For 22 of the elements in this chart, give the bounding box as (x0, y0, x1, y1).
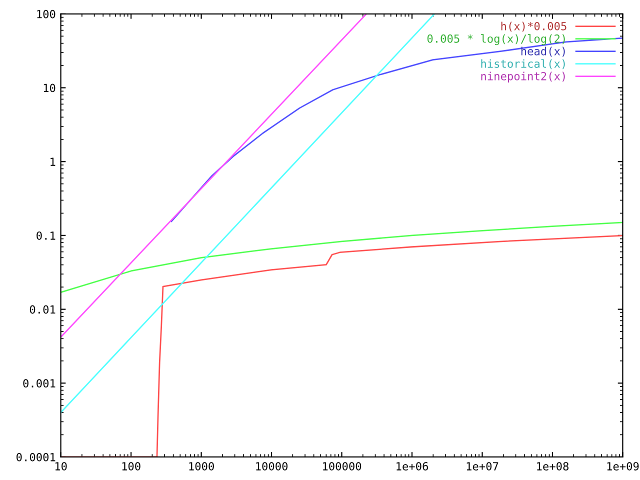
y-tick-label: 100 (37, 10, 56, 18)
x-tick-label: 1e+07 (466, 462, 498, 470)
y-tick-label: 1 (50, 158, 56, 166)
y-tick-label: 0.001 (23, 379, 56, 388)
y-tick-label: 0.01 (30, 305, 56, 314)
x-tick-label: 1e+08 (537, 462, 568, 470)
x-tick-label: 10000 (256, 462, 288, 470)
x-tick-label: 1e+06 (396, 462, 428, 470)
legend-label: historical(x) (481, 59, 565, 70)
x-tick-label: 100000 (323, 462, 362, 470)
x-tick-label: 1000 (189, 462, 214, 470)
y-tick-label: 0.1 (36, 231, 56, 240)
legend-label: ninepoint2(x) (481, 72, 565, 83)
line-series (60, 222, 623, 293)
legend-label: 0.005 * log(x)/log(2) (427, 34, 565, 46)
legend-label: head(x) (521, 46, 565, 57)
legend-label: h(x)*0.005 (501, 22, 566, 32)
x-tick-label: 10 (55, 462, 67, 470)
y-tick-label: 10 (44, 84, 56, 92)
y-tick-label: 0.0001 (16, 452, 56, 462)
x-tick-label: 1e+09 (607, 462, 639, 470)
x-tick-label: 100 (122, 462, 140, 470)
